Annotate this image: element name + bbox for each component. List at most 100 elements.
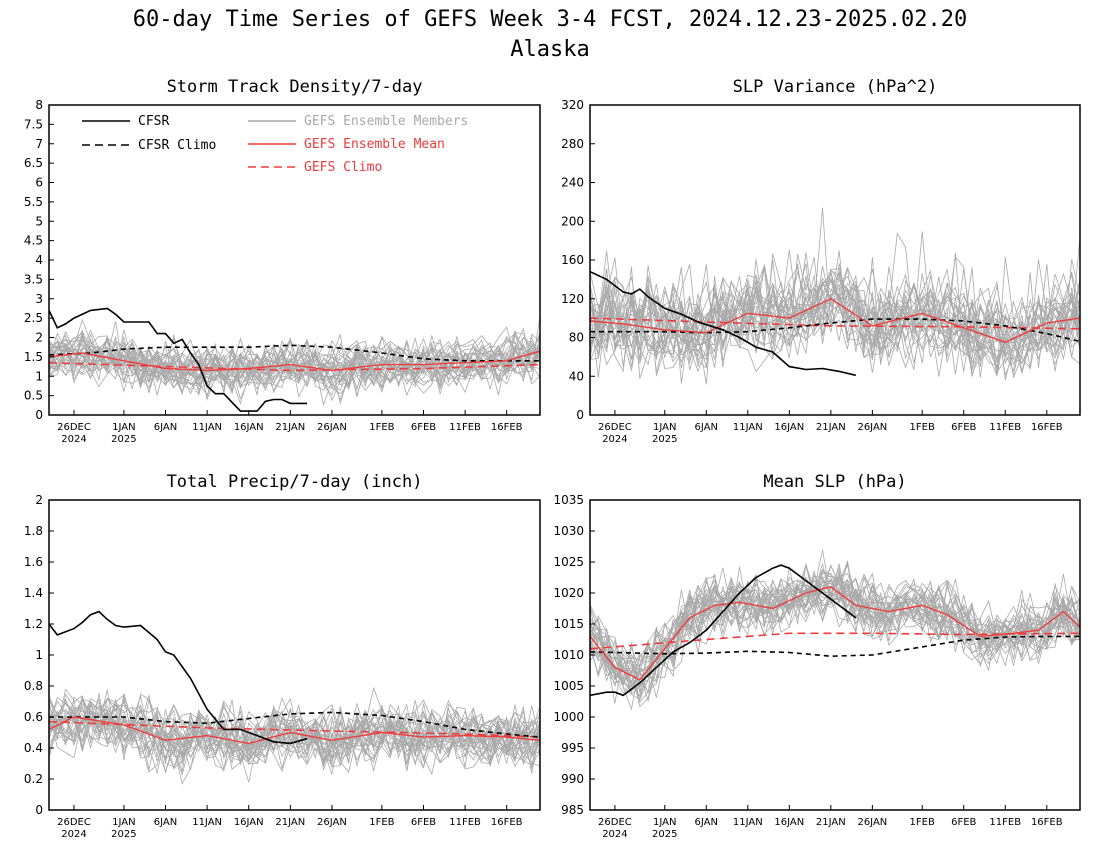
panel-title-total-precip: Total Precip/7-day (inch) (167, 472, 423, 492)
x-tick-label: 6JAN (695, 422, 718, 433)
y-tick-label: 2 (35, 331, 43, 345)
series-cfsr-climo (49, 711, 540, 738)
x-tick-label: 16JAN (774, 817, 804, 828)
y-tick-label: 1.6 (24, 555, 43, 569)
y-tick-label: 200 (561, 214, 584, 228)
x-tick-label: 6FEB (411, 817, 436, 828)
ensemble-member-line (590, 231, 1080, 372)
x-tick-label: 26DEC (57, 817, 91, 828)
x-tick-label: 1FEB (910, 817, 935, 828)
x-tick-label: 11FEB (449, 422, 481, 433)
plot-frame (589, 104, 1081, 416)
x-tick-label: 26JAN (857, 422, 887, 433)
ensemble-member-line (49, 333, 540, 394)
x-tick-year-label: 2024 (61, 434, 86, 445)
panel-mean-slp: Mean SLP (hPa) 985 990 995 1000 1005 1010 1015 1… (553, 472, 1081, 840)
y-tick-label: 1.4 (24, 586, 43, 600)
y-tick-label: 40 (569, 369, 584, 383)
y-tick-label: 1.2 (24, 617, 43, 631)
panel-slp-variance: SLP Variance (hPa^2) 0 40 80 120 160 200 240 280… (561, 77, 1081, 445)
y-tick-label: 5 (35, 214, 43, 228)
series-cfsr (590, 564, 857, 697)
series-cfsr (49, 610, 308, 745)
series-cfsr (49, 307, 307, 412)
y-tick-label: 0.4 (24, 741, 43, 755)
x-tick-label: 26JAN (857, 817, 887, 828)
x-tick-year-label: 2024 (602, 434, 627, 445)
series-gefs-ensemble-mean (590, 298, 1080, 344)
plot-area-mean-slp (590, 549, 1080, 711)
y-tick-label: 7.5 (24, 117, 43, 131)
y-tick-label: 80 (569, 331, 584, 345)
series-gefs-climo (590, 317, 1080, 330)
plot-frame (48, 499, 541, 811)
x-tick-label: 16JAN (774, 422, 804, 433)
ensemble-member-line (49, 329, 540, 387)
x-tick-label: 16FEB (1031, 817, 1063, 828)
series-gefs-climo (590, 632, 1080, 650)
y-tick-label: 995 (561, 741, 584, 755)
y-tick-label: 3 (35, 292, 43, 306)
ensemble-member-line (590, 570, 1080, 688)
series-gefs-ensemble-mean (590, 586, 1080, 681)
y-tick-label: 2.5 (24, 311, 43, 325)
ensemble-member-line (590, 265, 1080, 360)
y-tick-label: 0.5 (24, 389, 43, 403)
ensemble-member-line (590, 576, 1080, 694)
ensemble-member-line (49, 697, 540, 767)
y-tick-label: 0 (35, 408, 43, 422)
x-tick-label: 21JAN (816, 817, 846, 828)
y-tick-label: 120 (561, 292, 584, 306)
ensemble-member-line (49, 696, 540, 773)
ensemble-member-line (49, 334, 540, 388)
y-tick-label: 160 (561, 253, 584, 267)
y-tick-label: 240 (561, 176, 584, 190)
ensemble-member-line (590, 253, 1080, 372)
panel-title-storm-track-density: Storm Track Density/7-day (167, 77, 423, 97)
ensemble-member-line (590, 263, 1080, 377)
figure-subtitle: Alaska (510, 37, 589, 62)
ensemble-member-line (49, 693, 540, 765)
x-tick-label: 26JAN (317, 817, 347, 828)
y-tick-label: 1010 (553, 648, 584, 662)
panel-total-precip: Total Precip/7-day (inch)00.20.40.60.811… (24, 472, 541, 840)
ensemble-member-line (590, 249, 1080, 375)
panel-title-mean-slp: Mean SLP (hPa) (763, 472, 906, 492)
ensemble-member-line (590, 266, 1080, 380)
legend-label-ensemble-members: GEFS Ensemble Members (304, 114, 468, 129)
y-tick-label: 0.6 (24, 710, 43, 724)
y-tick-label: 1025 (553, 555, 584, 569)
y-tick-label: 4 (35, 253, 43, 267)
y-tick-label: 1020 (553, 586, 584, 600)
x-tick-label: 6FEB (951, 817, 976, 828)
y-tick-label: 1030 (553, 524, 584, 538)
x-tick-label: 26DEC (598, 422, 632, 433)
ensemble-member-line (590, 566, 1080, 701)
y-tick-label: 0.2 (24, 772, 43, 786)
y-tick-label: 8 (35, 98, 43, 112)
y-tick-label: 3.5 (24, 272, 43, 286)
x-tick-label: 11FEB (449, 817, 481, 828)
series-gefs-climo (49, 720, 540, 738)
plot-area-slp-variance (590, 207, 1080, 385)
y-tick-label: 1 (35, 369, 43, 383)
ensemble-member-line (49, 331, 540, 401)
x-tick-label: 26DEC (598, 817, 632, 828)
x-tick-label: 26JAN (317, 422, 347, 433)
x-tick-label: 21JAN (816, 422, 846, 433)
ensemble-member-line (49, 715, 540, 764)
ensemble-member-line (590, 576, 1080, 692)
x-tick-label: 1JAN (653, 817, 676, 828)
series-gefs-climo (49, 361, 540, 372)
figure-title: 60-day Time Series of GEFS Week 3-4 FCST… (133, 7, 967, 32)
panel-storm-track-density: Storm Track Density/7-day 0 0.5 1 1.5 2 2.5 3 3.… (24, 77, 541, 445)
series-cfsr-climo (590, 635, 1080, 658)
x-tick-label: 1JAN (112, 817, 135, 828)
y-tick-label: 1.5 (24, 350, 43, 364)
ensemble-member-line (49, 712, 540, 774)
x-tick-label: 6FEB (411, 422, 436, 433)
y-tick-label: 6 (35, 176, 43, 190)
x-tick-label: 1FEB (910, 422, 935, 433)
x-tick-label: 1JAN (653, 422, 676, 433)
y-tick-label: 7 (35, 137, 43, 151)
